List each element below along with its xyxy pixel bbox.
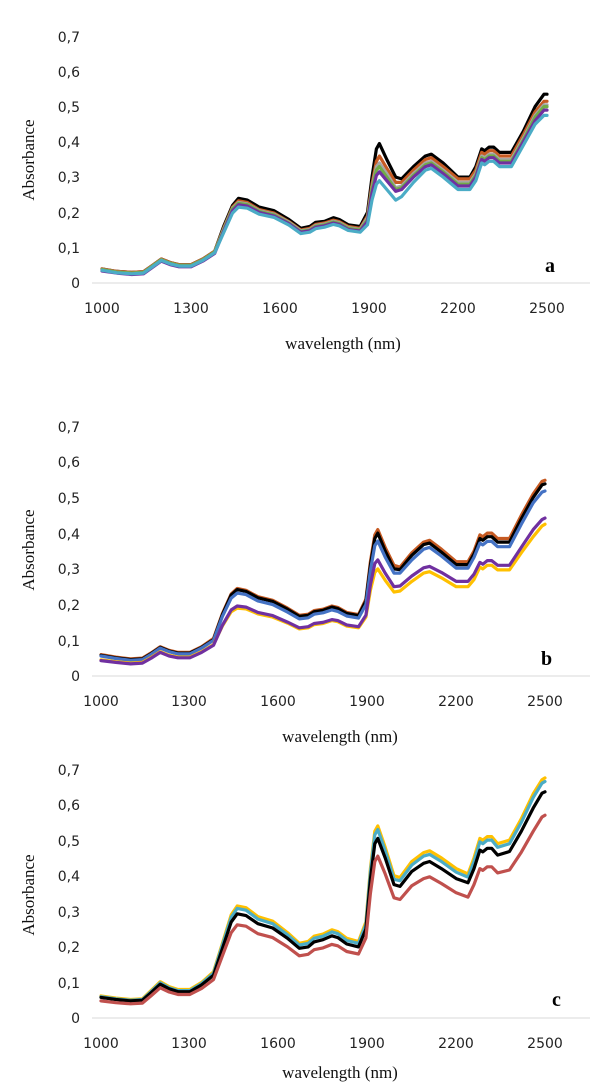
panel-a-y-axis-title: Absorbance	[19, 119, 38, 200]
panel-b-series-line-5	[99, 516, 547, 666]
panel-c-series-line-1	[99, 776, 547, 1002]
panel-a-x-axis-title: wavelength (nm)	[285, 334, 401, 353]
panel-c-y-axis-title: Absorbance	[19, 854, 38, 935]
panel-c-y-tick-labels: 0 0,1 0,2 0,3 0,4 0,5 0,6 0,7	[58, 763, 80, 1027]
panel-b-y-tick-6: 0,6	[58, 455, 80, 471]
panel-c-x-tick-2: 1600	[260, 1036, 296, 1052]
panel-c-x-tick-1: 1300	[171, 1036, 207, 1052]
panel-a-x-tick-3: 1900	[351, 301, 387, 317]
panel-b-x-tick-labels: 1000 1300 1600 1900 2200 2500	[83, 694, 563, 710]
panel-c-y-tick-0: 0	[71, 1011, 80, 1027]
panel-c-letter: c	[552, 989, 561, 1011]
panel-c-series-line-2	[99, 779, 547, 1002]
panel-a-series-line-1	[100, 92, 549, 274]
panel-b-x-tick-2: 1600	[260, 694, 296, 710]
panel-b-series-line-3	[99, 489, 547, 662]
panel-c-x-axis-title: wavelength (nm)	[282, 1063, 398, 1082]
panel-a-y-tick-0: 0	[71, 276, 80, 292]
panel-c-x-tick-3: 1900	[349, 1036, 385, 1052]
panel-a-series-line-6	[100, 113, 549, 276]
panel-a-x-tick-labels: 1000 1300 1600 1900 2200 2500	[84, 301, 565, 317]
panel-a-series	[100, 92, 549, 277]
panel-a-x-tick-5: 2500	[529, 301, 565, 317]
panel-a-y-tick-1: 0,1	[58, 241, 80, 257]
panel-b: 0 0,1 0,2 0,3 0,4 0,5 0,6 0,7 1000 1300 …	[19, 420, 590, 746]
panel-c-x-tick-0: 1000	[83, 1036, 119, 1052]
panel-c-x-tick-labels: 1000 1300 1600 1900 2200 2500	[83, 1036, 563, 1052]
panel-b-y-tick-0: 0	[71, 669, 80, 685]
panel-c-y-tick-5: 0,5	[58, 834, 80, 850]
panel-a-series-line-3	[100, 103, 549, 275]
panel-c-series-line-4	[99, 813, 547, 1006]
panel-b-x-tick-1: 1300	[171, 694, 207, 710]
panel-a-x-tick-0: 1000	[84, 301, 120, 317]
panel-c-y-tick-6: 0,6	[58, 798, 80, 814]
panel-c-y-tick-2: 0,2	[58, 940, 80, 956]
panel-c-series-line-3	[99, 790, 547, 1003]
panel-b-letter: b	[541, 648, 552, 670]
panel-a-y-tick-3: 0,3	[58, 170, 80, 186]
panel-a-y-tick-7: 0,7	[58, 30, 80, 46]
panel-b-x-tick-0: 1000	[83, 694, 119, 710]
panel-a-x-tick-2: 1600	[262, 301, 298, 317]
panel-c-y-tick-7: 0,7	[58, 763, 80, 779]
panel-a-y-tick-5: 0,5	[58, 100, 80, 116]
panel-c-y-tick-4: 0,4	[58, 869, 80, 885]
panel-a-y-tick-6: 0,6	[58, 65, 80, 81]
panel-b-x-tick-5: 2500	[527, 694, 563, 710]
panel-a-x-tick-1: 1300	[173, 301, 209, 317]
panel-a-y-tick-labels: 0 0,1 0,2 0,3 0,4 0,5 0,6 0,7	[58, 30, 80, 292]
panel-b-x-tick-3: 1900	[349, 694, 385, 710]
panel-b-x-tick-4: 2200	[438, 694, 474, 710]
panel-a-series-line-2	[100, 99, 549, 274]
panel-a-series-line-4	[100, 104, 549, 275]
panel-c-y-tick-1: 0,1	[58, 976, 80, 992]
panel-c-series	[99, 776, 547, 1006]
panel-c-x-tick-4: 2200	[438, 1036, 474, 1052]
panel-b-series	[99, 478, 547, 666]
panel-b-y-tick-4: 0,4	[58, 527, 80, 543]
panel-a-x-tick-4: 2200	[440, 301, 476, 317]
panel-a-series-line-5	[100, 108, 549, 277]
panel-b-x-axis-title: wavelength (nm)	[282, 727, 398, 746]
panel-b-y-tick-7: 0,7	[58, 420, 80, 436]
panel-a-y-tick-2: 0,2	[58, 206, 80, 222]
panel-a-y-tick-4: 0,4	[58, 135, 80, 151]
panel-c: 0 0,1 0,2 0,3 0,4 0,5 0,6 0,7 1000 1300 …	[19, 763, 590, 1082]
panel-a-letter: a	[545, 255, 555, 277]
panel-c-y-tick-3: 0,3	[58, 905, 80, 921]
panel-b-y-axis-title: Absorbance	[19, 509, 38, 590]
panel-b-y-tick-1: 0,1	[58, 634, 80, 650]
panel-b-y-tick-3: 0,3	[58, 562, 80, 578]
panel-c-x-tick-5: 2500	[527, 1036, 563, 1052]
panel-b-y-tick-2: 0,2	[58, 598, 80, 614]
panel-b-y-tick-5: 0,5	[58, 491, 80, 507]
panel-a: 0 0,1 0,2 0,3 0,4 0,5 0,6 0,7 1000 1300 …	[19, 30, 590, 353]
panel-b-y-tick-labels: 0 0,1 0,2 0,3 0,4 0,5 0,6 0,7	[58, 420, 80, 685]
